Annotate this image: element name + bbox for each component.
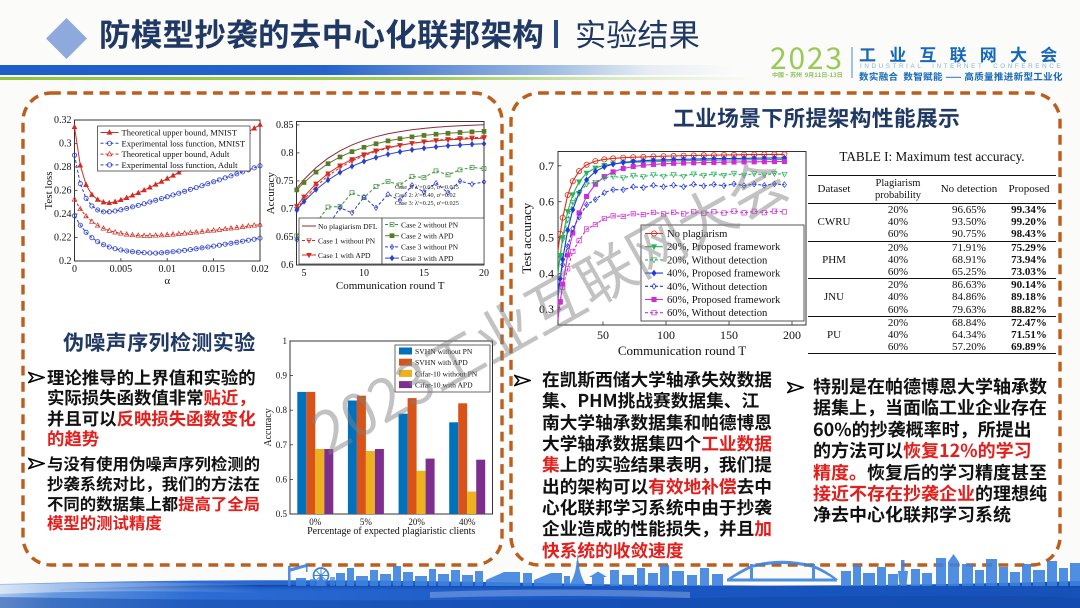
svg-text:5: 5	[302, 268, 307, 279]
svg-text:Cifar-10 without PN: Cifar-10 without PN	[415, 369, 478, 378]
svg-text:0.7: 0.7	[281, 204, 294, 215]
svg-text:Percentage of expected plagiar: Percentage of expected plagiaristic clie…	[307, 526, 475, 537]
svg-text:Case 3: λ′=0.25, σ′=0.025: Case 3: λ′=0.25, σ′=0.025	[395, 200, 459, 207]
svg-text:0.32: 0.32	[54, 115, 72, 126]
svg-text:Test loss: Test loss	[43, 171, 55, 209]
svg-text:SVHN with APD: SVHN with APD	[415, 358, 468, 367]
svg-text:0.6: 0.6	[539, 195, 554, 209]
svg-text:50: 50	[597, 328, 609, 342]
svg-text:20%: 20%	[408, 517, 425, 527]
svg-text:0.6: 0.6	[276, 474, 288, 484]
svg-text:Case 2 without PN: Case 2 without PN	[401, 220, 459, 229]
svg-text:α: α	[164, 275, 170, 287]
svg-text:Case 3 with APD: Case 3 with APD	[401, 254, 454, 263]
svg-text:Communication round T: Communication round T	[336, 280, 445, 292]
svg-text:0.8: 0.8	[276, 405, 288, 415]
svg-text:0.5: 0.5	[276, 509, 288, 519]
svg-text:Communication round T: Communication round T	[618, 343, 746, 358]
svg-text:0.7: 0.7	[276, 440, 288, 450]
svg-text:20%, Proposed framework: 20%, Proposed framework	[667, 242, 781, 253]
svg-text:0.01: 0.01	[158, 264, 176, 275]
svg-text:0.02: 0.02	[251, 264, 269, 275]
svg-text:0.4: 0.4	[539, 266, 554, 280]
svg-text:150: 150	[720, 328, 738, 342]
svg-text:0.26: 0.26	[54, 186, 72, 197]
svg-text:1: 1	[283, 336, 288, 346]
svg-text:Case 2: λ′=0.40, σ′=0.02: Case 2: λ′=0.40, σ′=0.02	[395, 192, 456, 199]
svg-text:0.5: 0.5	[539, 231, 554, 245]
svg-text:Accuracy: Accuracy	[263, 408, 274, 446]
svg-text:Test accuracy: Test accuracy	[519, 202, 534, 273]
svg-text:0%: 0%	[309, 517, 322, 527]
svg-text:0.22: 0.22	[54, 233, 72, 244]
svg-text:No plagiarism: No plagiarism	[667, 229, 728, 240]
svg-text:0.85: 0.85	[276, 120, 294, 131]
svg-text:0.015: 0.015	[202, 264, 225, 275]
svg-text:Case 2 with APD: Case 2 with APD	[401, 232, 454, 241]
svg-text:0.2: 0.2	[59, 256, 72, 267]
svg-text:20%, Without detection: 20%, Without detection	[667, 255, 768, 266]
svg-text:20: 20	[479, 268, 489, 279]
svg-text:0: 0	[72, 264, 77, 275]
svg-text:0.28: 0.28	[54, 162, 72, 173]
svg-text:Theoretical upper bound, MNIST: Theoretical upper bound, MNIST	[122, 128, 238, 138]
svg-text:40%, Without detection: 40%, Without detection	[667, 282, 768, 293]
svg-text:Case 3 without PN: Case 3 without PN	[401, 243, 459, 252]
svg-text:Cifar-10 with APD: Cifar-10 with APD	[415, 381, 473, 390]
svg-text:40%, Proposed framework: 40%, Proposed framework	[667, 269, 781, 280]
svg-text:0.3: 0.3	[59, 139, 72, 150]
svg-text:0.7: 0.7	[539, 159, 554, 173]
svg-text:15: 15	[419, 268, 429, 279]
svg-text:100: 100	[657, 328, 675, 342]
svg-text:0.3: 0.3	[539, 302, 554, 316]
svg-text:60%, Proposed framework: 60%, Proposed framework	[667, 295, 781, 306]
svg-text:0.6: 0.6	[281, 260, 294, 271]
svg-text:Accuracy: Accuracy	[265, 172, 277, 215]
svg-text:SVHN without PN: SVHN without PN	[415, 347, 473, 356]
svg-text:0.9: 0.9	[276, 371, 288, 381]
svg-text:200: 200	[783, 328, 801, 342]
svg-text:Experimental loss function, MN: Experimental loss function, MNIST	[122, 138, 246, 148]
svg-text:No plagiarism DFL: No plagiarism DFL	[318, 222, 378, 231]
svg-text:Case 1 with APD: Case 1 with APD	[318, 251, 371, 260]
svg-text:0.005: 0.005	[110, 264, 133, 275]
svg-text:0.75: 0.75	[276, 176, 294, 187]
svg-text:Case 1 without PN: Case 1 without PN	[318, 236, 376, 245]
svg-text:0.65: 0.65	[276, 232, 294, 243]
svg-text:40%: 40%	[459, 517, 476, 527]
svg-text:0.8: 0.8	[281, 148, 294, 159]
svg-text:Experimental loss function, Ad: Experimental loss function, Adult	[122, 160, 239, 170]
svg-text:10: 10	[359, 268, 369, 279]
svg-text:0.24: 0.24	[54, 209, 72, 220]
svg-text:Case 1: λ′=0.05, σ′=0.015: Case 1: λ′=0.05, σ′=0.015	[395, 184, 459, 191]
svg-text:5%: 5%	[360, 517, 373, 527]
svg-text:Theoretical upper bound, Adult: Theoretical upper bound, Adult	[122, 149, 230, 159]
svg-text:60%, Without detection: 60%, Without detection	[667, 308, 768, 319]
